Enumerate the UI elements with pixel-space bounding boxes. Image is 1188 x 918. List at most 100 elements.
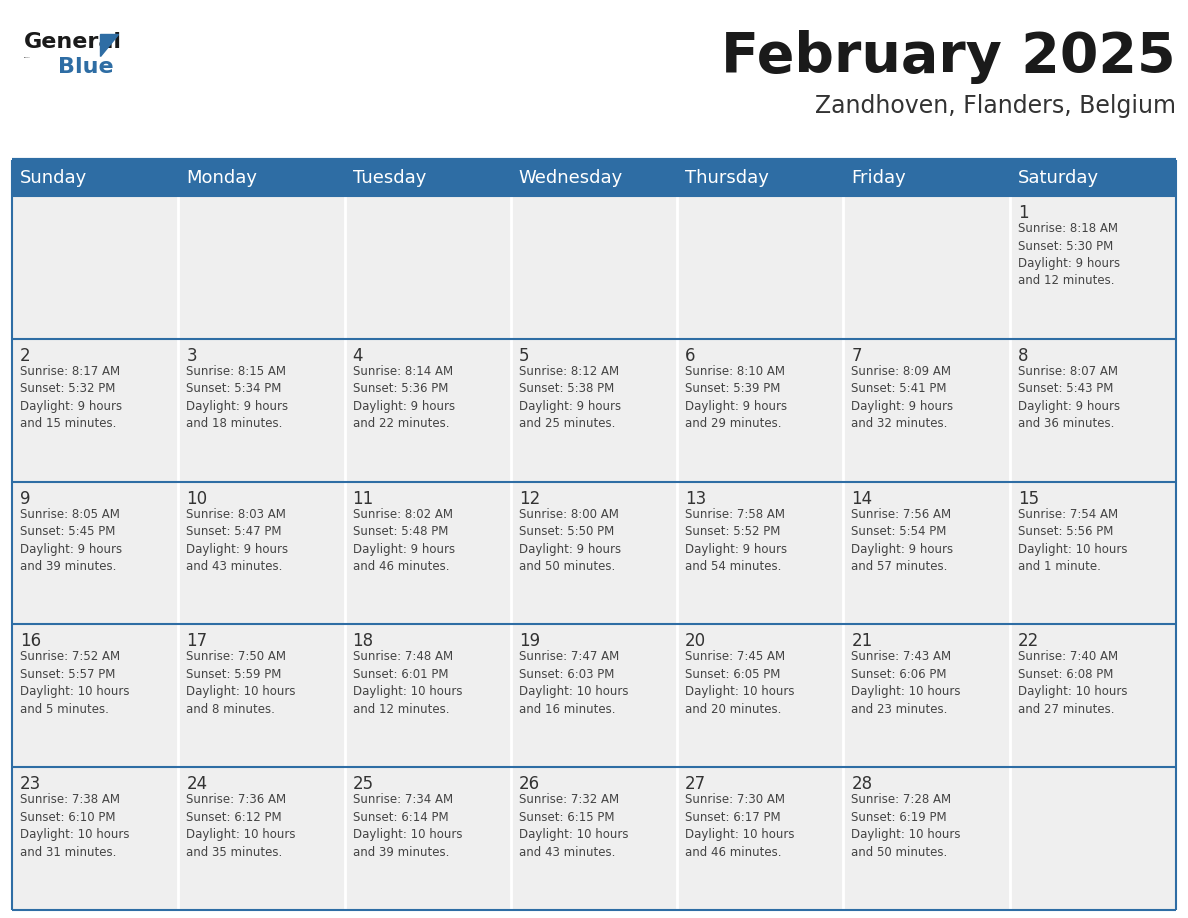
Text: 14: 14 [852,489,872,508]
Text: Sunrise: 8:12 AM
Sunset: 5:38 PM
Daylight: 9 hours
and 25 minutes.: Sunrise: 8:12 AM Sunset: 5:38 PM Dayligh… [519,364,621,431]
Text: Sunrise: 7:58 AM
Sunset: 5:52 PM
Daylight: 9 hours
and 54 minutes.: Sunrise: 7:58 AM Sunset: 5:52 PM Dayligh… [685,508,788,573]
Text: 19: 19 [519,633,541,650]
Bar [1010,196,1176,339]
Bar [843,482,1010,624]
Bar [677,767,843,910]
Text: 1: 1 [1018,204,1029,222]
Text: Blue: Blue [58,57,114,77]
Polygon shape [100,34,118,56]
Text: #1a1a1a: #1a1a1a [24,57,31,58]
Text: 2: 2 [20,347,31,364]
Bar [677,624,843,767]
Bar [178,624,345,767]
Text: 16: 16 [20,633,42,650]
Text: 7: 7 [852,347,862,364]
Text: 4: 4 [353,347,364,364]
Text: Sunrise: 8:05 AM
Sunset: 5:45 PM
Daylight: 9 hours
and 39 minutes.: Sunrise: 8:05 AM Sunset: 5:45 PM Dayligh… [20,508,122,573]
Text: Monday: Monday [187,169,258,187]
Bar [345,339,511,482]
Bar [178,339,345,482]
Text: Sunrise: 8:02 AM
Sunset: 5:48 PM
Daylight: 9 hours
and 46 minutes.: Sunrise: 8:02 AM Sunset: 5:48 PM Dayligh… [353,508,455,573]
Bar [677,196,843,339]
Bar [178,482,345,624]
Bar [511,624,677,767]
Bar [843,767,1010,910]
Bar [1010,482,1176,624]
Bar [12,160,1176,196]
Text: Sunrise: 7:36 AM
Sunset: 6:12 PM
Daylight: 10 hours
and 35 minutes.: Sunrise: 7:36 AM Sunset: 6:12 PM Dayligh… [187,793,296,858]
Text: Sunrise: 7:38 AM
Sunset: 6:10 PM
Daylight: 10 hours
and 31 minutes.: Sunrise: 7:38 AM Sunset: 6:10 PM Dayligh… [20,793,129,858]
Text: Thursday: Thursday [685,169,769,187]
Text: 25: 25 [353,775,374,793]
Bar [1010,339,1176,482]
Text: Sunrise: 8:18 AM
Sunset: 5:30 PM
Daylight: 9 hours
and 12 minutes.: Sunrise: 8:18 AM Sunset: 5:30 PM Dayligh… [1018,222,1120,287]
Bar [345,767,511,910]
Text: 17: 17 [187,633,208,650]
Text: Sunrise: 7:56 AM
Sunset: 5:54 PM
Daylight: 9 hours
and 57 minutes.: Sunrise: 7:56 AM Sunset: 5:54 PM Dayligh… [852,508,954,573]
Text: February 2025: February 2025 [721,30,1176,84]
Text: Sunrise: 7:52 AM
Sunset: 5:57 PM
Daylight: 10 hours
and 5 minutes.: Sunrise: 7:52 AM Sunset: 5:57 PM Dayligh… [20,650,129,716]
Bar [12,482,178,624]
Text: 13: 13 [685,489,707,508]
Bar [511,339,677,482]
Text: Sunrise: 8:00 AM
Sunset: 5:50 PM
Daylight: 9 hours
and 50 minutes.: Sunrise: 8:00 AM Sunset: 5:50 PM Dayligh… [519,508,621,573]
Text: 5: 5 [519,347,530,364]
Text: 27: 27 [685,775,707,793]
Bar [345,624,511,767]
Text: 12: 12 [519,489,541,508]
Bar [12,624,178,767]
Bar [12,339,178,482]
Text: Sunrise: 7:32 AM
Sunset: 6:15 PM
Daylight: 10 hours
and 43 minutes.: Sunrise: 7:32 AM Sunset: 6:15 PM Dayligh… [519,793,628,858]
Bar [345,196,511,339]
Text: 20: 20 [685,633,707,650]
Bar [677,339,843,482]
Bar [511,196,677,339]
Text: Sunrise: 8:14 AM
Sunset: 5:36 PM
Daylight: 9 hours
and 22 minutes.: Sunrise: 8:14 AM Sunset: 5:36 PM Dayligh… [353,364,455,431]
Text: 6: 6 [685,347,696,364]
Bar [511,767,677,910]
Text: 11: 11 [353,489,374,508]
Text: Sunrise: 7:43 AM
Sunset: 6:06 PM
Daylight: 10 hours
and 23 minutes.: Sunrise: 7:43 AM Sunset: 6:06 PM Dayligh… [852,650,961,716]
Bar [12,196,178,339]
Text: Zandhoven, Flanders, Belgium: Zandhoven, Flanders, Belgium [815,94,1176,118]
Bar [345,482,511,624]
Text: 22: 22 [1018,633,1040,650]
Bar [511,482,677,624]
Text: Sunrise: 8:17 AM
Sunset: 5:32 PM
Daylight: 9 hours
and 15 minutes.: Sunrise: 8:17 AM Sunset: 5:32 PM Dayligh… [20,364,122,431]
Bar [1010,767,1176,910]
Bar [178,196,345,339]
Text: 28: 28 [852,775,872,793]
Bar [843,339,1010,482]
Text: 3: 3 [187,347,197,364]
Text: Sunrise: 7:28 AM
Sunset: 6:19 PM
Daylight: 10 hours
and 50 minutes.: Sunrise: 7:28 AM Sunset: 6:19 PM Dayligh… [852,793,961,858]
Bar [178,767,345,910]
Text: Sunrise: 7:40 AM
Sunset: 6:08 PM
Daylight: 10 hours
and 27 minutes.: Sunrise: 7:40 AM Sunset: 6:08 PM Dayligh… [1018,650,1127,716]
Text: Sunrise: 7:50 AM
Sunset: 5:59 PM
Daylight: 10 hours
and 8 minutes.: Sunrise: 7:50 AM Sunset: 5:59 PM Dayligh… [187,650,296,716]
Text: Sunrise: 8:03 AM
Sunset: 5:47 PM
Daylight: 9 hours
and 43 minutes.: Sunrise: 8:03 AM Sunset: 5:47 PM Dayligh… [187,508,289,573]
Text: 10: 10 [187,489,208,508]
Text: 21: 21 [852,633,873,650]
Text: Wednesday: Wednesday [519,169,624,187]
Text: Sunrise: 8:07 AM
Sunset: 5:43 PM
Daylight: 9 hours
and 36 minutes.: Sunrise: 8:07 AM Sunset: 5:43 PM Dayligh… [1018,364,1120,431]
Text: Sunrise: 8:09 AM
Sunset: 5:41 PM
Daylight: 9 hours
and 32 minutes.: Sunrise: 8:09 AM Sunset: 5:41 PM Dayligh… [852,364,954,431]
Text: 24: 24 [187,775,208,793]
Text: Sunday: Sunday [20,169,87,187]
Bar [843,196,1010,339]
Text: 26: 26 [519,775,541,793]
Text: General: General [24,32,122,52]
Text: Sunrise: 7:54 AM
Sunset: 5:56 PM
Daylight: 10 hours
and 1 minute.: Sunrise: 7:54 AM Sunset: 5:56 PM Dayligh… [1018,508,1127,573]
Text: 23: 23 [20,775,42,793]
Text: Saturday: Saturday [1018,169,1099,187]
Text: Friday: Friday [852,169,906,187]
Text: Tuesday: Tuesday [353,169,426,187]
Text: 15: 15 [1018,489,1038,508]
Text: Sunrise: 7:34 AM
Sunset: 6:14 PM
Daylight: 10 hours
and 39 minutes.: Sunrise: 7:34 AM Sunset: 6:14 PM Dayligh… [353,793,462,858]
Bar [677,482,843,624]
Text: 9: 9 [20,489,31,508]
Bar [843,624,1010,767]
Text: 8: 8 [1018,347,1029,364]
Text: Sunrise: 8:15 AM
Sunset: 5:34 PM
Daylight: 9 hours
and 18 minutes.: Sunrise: 8:15 AM Sunset: 5:34 PM Dayligh… [187,364,289,431]
Text: Sunrise: 7:47 AM
Sunset: 6:03 PM
Daylight: 10 hours
and 16 minutes.: Sunrise: 7:47 AM Sunset: 6:03 PM Dayligh… [519,650,628,716]
Text: Sunrise: 7:48 AM
Sunset: 6:01 PM
Daylight: 10 hours
and 12 minutes.: Sunrise: 7:48 AM Sunset: 6:01 PM Dayligh… [353,650,462,716]
Text: Sunrise: 7:30 AM
Sunset: 6:17 PM
Daylight: 10 hours
and 46 minutes.: Sunrise: 7:30 AM Sunset: 6:17 PM Dayligh… [685,793,795,858]
